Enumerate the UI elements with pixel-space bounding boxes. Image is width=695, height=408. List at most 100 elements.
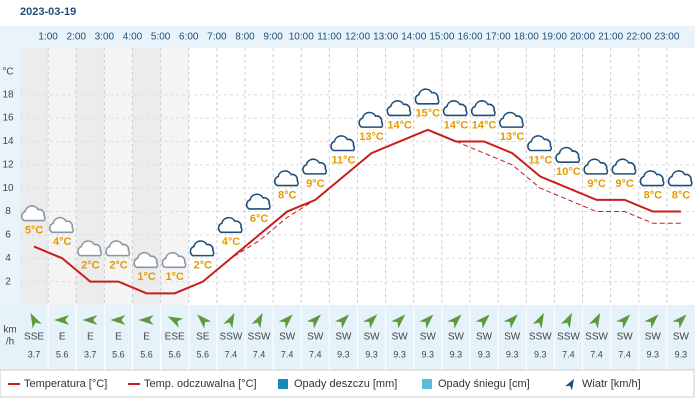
night-band xyxy=(48,48,77,305)
wind-direction: SW xyxy=(335,332,352,343)
wind-direction: SE xyxy=(196,332,210,343)
temp-label: 4°C xyxy=(53,236,72,248)
axis-strip xyxy=(0,26,20,370)
temp-label: 8°C xyxy=(644,189,663,201)
temp-label: 11°C xyxy=(331,154,355,166)
wind-speed: 7.4 xyxy=(281,349,294,359)
hour-label: 22:00 xyxy=(626,32,651,43)
temp-label: 2°C xyxy=(109,260,128,272)
legend-label: Temperatura [°C] xyxy=(24,378,107,390)
cloud xyxy=(667,170,693,187)
wind-arrow xyxy=(251,312,263,329)
temp-label: 13°C xyxy=(500,131,525,143)
wind-arrow xyxy=(560,312,573,329)
arrow-shape xyxy=(82,315,98,325)
cloud xyxy=(583,158,609,175)
wind-speed: 5.6 xyxy=(112,349,125,359)
hour-label: 19:00 xyxy=(542,32,567,43)
weather-icon xyxy=(49,216,74,234)
arrow-shape xyxy=(167,316,184,328)
legend-swatch xyxy=(278,379,288,389)
wind-speed: 3.7 xyxy=(84,349,97,359)
hour-label: 20:00 xyxy=(570,32,595,43)
arrow-shape xyxy=(223,312,235,329)
wind-speed: 7.4 xyxy=(618,349,631,359)
cloud xyxy=(414,88,440,105)
wind-speed: 9.3 xyxy=(647,349,660,359)
temperature-line xyxy=(33,129,681,294)
legend-label: Wiatr [km/h] xyxy=(582,378,641,390)
temp-label: 14°C xyxy=(444,119,469,131)
wind-direction: ESE xyxy=(165,332,185,343)
cloud xyxy=(330,135,356,152)
weather-icon xyxy=(105,240,131,257)
hour-label: 18:00 xyxy=(514,32,539,43)
arrow-shape xyxy=(419,314,434,329)
weather-icon xyxy=(189,240,215,257)
wind-direction: SW xyxy=(307,332,324,343)
temp-label: 14°C xyxy=(387,119,412,131)
wind-arrow xyxy=(30,312,42,329)
wind-speed: 9.3 xyxy=(422,349,435,359)
cloud xyxy=(77,240,102,257)
night-band xyxy=(76,48,105,305)
wind-arrow xyxy=(197,314,212,329)
hour-label: 16:00 xyxy=(457,32,482,43)
wind-direction: SW xyxy=(476,332,493,343)
wind-direction: SSW xyxy=(248,332,271,343)
hour-label: 4:00 xyxy=(123,32,143,43)
arrow-shape xyxy=(306,314,321,329)
wind-arrow xyxy=(223,312,235,329)
wind-speed: 5.6 xyxy=(56,349,69,359)
temp-label: 8°C xyxy=(672,189,691,201)
wind-direction: SW xyxy=(617,332,634,343)
temp-label: 1°C xyxy=(165,271,184,283)
wind-direction: SW xyxy=(420,332,437,343)
wind-arrow xyxy=(363,314,378,329)
wind-speed: 9.3 xyxy=(478,349,491,359)
wind-arrow xyxy=(475,314,490,329)
weather-icon xyxy=(217,216,243,234)
hour-label: 23:00 xyxy=(654,32,679,43)
wind-speed: 9.3 xyxy=(365,349,378,359)
cloud xyxy=(161,251,187,269)
temp-label: 15°C xyxy=(416,108,441,120)
wind-arrow xyxy=(167,316,184,328)
cloud xyxy=(442,100,468,117)
temp-label: 5°C xyxy=(25,224,44,236)
wind-arrow xyxy=(588,312,601,329)
cloud xyxy=(499,111,524,128)
legend-label: Opady śniegu [cm] xyxy=(438,378,530,390)
wind-speed: 9.3 xyxy=(506,349,519,359)
weather-icon xyxy=(499,111,524,128)
weather-icon xyxy=(386,100,412,117)
hour-label: 5:00 xyxy=(151,32,171,43)
arrow-shape xyxy=(560,312,573,329)
legend-swatch xyxy=(422,379,432,389)
arrow-shape xyxy=(251,312,263,329)
wind-arrow xyxy=(672,314,687,329)
hour-label: 11:00 xyxy=(317,32,342,43)
arrow-shape xyxy=(532,312,544,329)
arrow-shape xyxy=(588,312,601,329)
weather-icon xyxy=(161,251,187,269)
cloud xyxy=(105,240,131,257)
weather-icon xyxy=(667,170,693,187)
wind-arrow xyxy=(82,315,98,325)
wind-speed: 7.4 xyxy=(225,349,238,359)
weather-icon xyxy=(133,251,159,269)
wind-speed: 5.6 xyxy=(168,349,181,359)
weather-icon xyxy=(302,158,327,175)
y-tick-label: 18 xyxy=(2,89,14,100)
cloud xyxy=(386,100,412,117)
hour-label: 10:00 xyxy=(289,32,314,43)
legend-box xyxy=(0,369,695,398)
hour-label: 13:00 xyxy=(373,32,398,43)
wind-speed: 9.3 xyxy=(450,349,463,359)
cloud xyxy=(358,111,384,128)
arrow-shape xyxy=(565,378,574,391)
temp-label: 9°C xyxy=(587,178,606,190)
hour-label: 14:00 xyxy=(401,32,426,43)
weather-icon xyxy=(414,88,440,105)
